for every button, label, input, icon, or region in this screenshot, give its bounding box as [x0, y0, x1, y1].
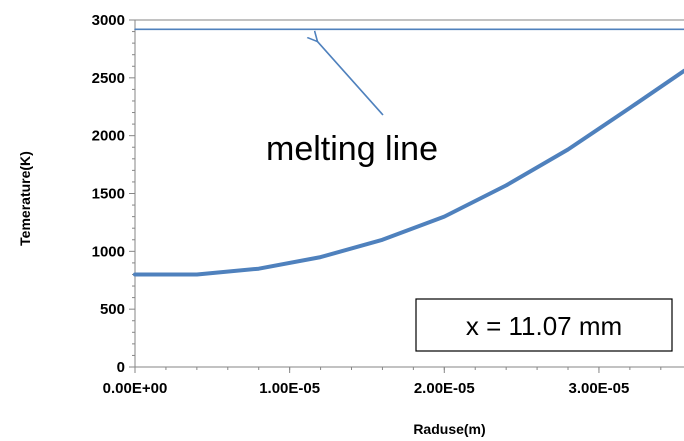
annotation-arrow — [317, 42, 384, 116]
y-tick-label: 500 — [100, 301, 125, 318]
x-tick-label: 0.00E+00 — [103, 380, 168, 397]
position-label: x = 11.07 mm — [466, 311, 622, 341]
y-tick-label: 2000 — [92, 128, 125, 145]
melting-line-label: melting line — [266, 130, 438, 168]
y-tick-label: 3000 — [92, 12, 125, 29]
y-tick-label: 1500 — [92, 186, 125, 203]
x-tick-label: 2.00E-05 — [414, 380, 475, 397]
x-tick-label: 1.00E-05 — [259, 380, 320, 397]
y-tick-label: 0 — [117, 359, 125, 376]
y-tick-label: 1000 — [92, 243, 125, 260]
y-tick-label: 2500 — [92, 70, 125, 87]
position-label-box — [415, 298, 673, 352]
y-axis-title: Temerature(K) — [17, 151, 33, 246]
x-axis-title: Raduse(m) — [413, 421, 485, 437]
temperature-series-line — [133, 68, 684, 277]
x-tick-label: 3.00E-05 — [568, 380, 629, 397]
